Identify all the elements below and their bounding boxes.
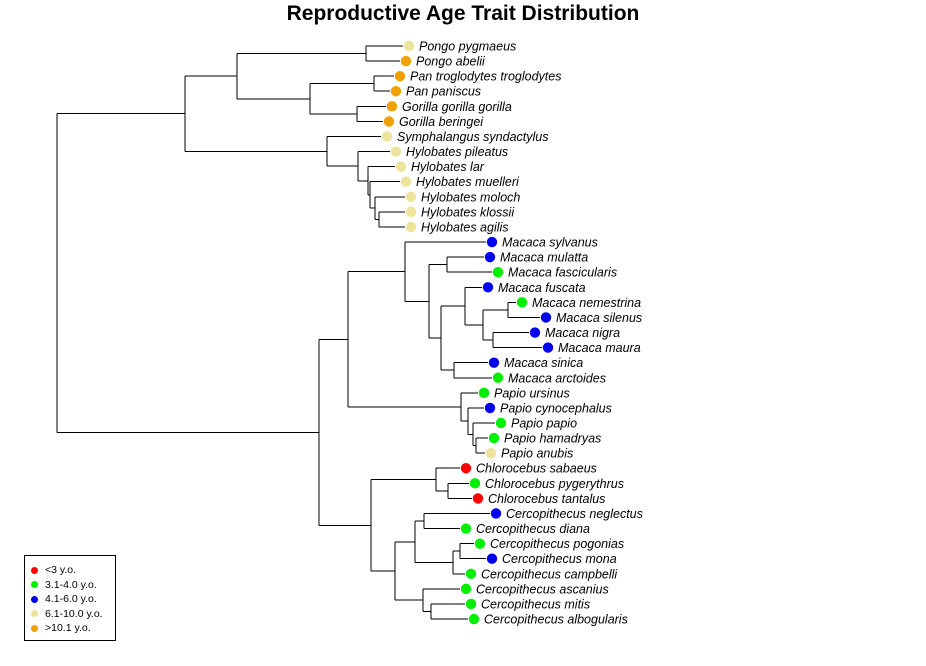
species-label: Macaca silenus (556, 311, 642, 325)
species-label: Macaca nemestrina (532, 296, 641, 310)
species-label: Cercopithecus mona (502, 552, 617, 566)
species-label: Chlorocebus pygerythrus (485, 477, 624, 491)
species-label: Pan paniscus (406, 85, 481, 99)
tip-marker (474, 538, 486, 549)
species-label: Chlorocebus sabaeus (476, 462, 597, 476)
tip-marker (468, 613, 480, 625)
tip-marker (465, 598, 477, 610)
species-label: Papio anubis (501, 447, 573, 461)
legend-dot-icon (31, 595, 38, 603)
tip-marker (405, 206, 417, 218)
legend-dot-icon (31, 581, 38, 589)
tip-marker (400, 176, 412, 187)
tip-marker (405, 221, 417, 233)
species-label: Macaca sinica (504, 356, 583, 370)
species-label: Hylobates klossii (421, 205, 515, 219)
tip-marker (482, 282, 494, 293)
species-label: Hylobates agilis (421, 220, 509, 234)
tip-marker (400, 55, 412, 67)
legend-item: 4.1-6.0 y.o. (31, 592, 97, 606)
tip-marker (490, 508, 502, 519)
legend-label: >10.1 y.o. (45, 622, 91, 635)
species-label: Cercopithecus albogularis (484, 613, 628, 627)
tip-marker (383, 116, 395, 127)
species-label: Pongo pygmaeus (419, 40, 516, 54)
species-label: Cercopithecus pogonias (490, 537, 624, 551)
tip-marker (460, 523, 472, 534)
tip-marker (488, 357, 500, 368)
tip-marker (386, 101, 398, 112)
tip-marker (478, 387, 490, 399)
tip-marker (472, 493, 484, 504)
species-label: Cercopithecus campbelli (481, 567, 618, 581)
tip-marker (540, 312, 552, 323)
tip-marker (495, 417, 507, 429)
species-label: Papio ursinus (494, 386, 570, 400)
tip-marker (395, 161, 407, 172)
tip-marker (492, 372, 504, 383)
species-label: Cercopithecus ascanius (476, 582, 609, 596)
tip-marker (492, 267, 504, 278)
legend: <3 y.o. 3.1-4.0 y.o. 4.1-6.0 y.o. 6.1-10.0 … (24, 555, 116, 641)
tip-marker (484, 402, 496, 414)
tip-marker (469, 478, 481, 489)
tip-marker (394, 70, 406, 82)
species-label: Cercopithecus neglectus (506, 507, 643, 521)
legend-dot-icon (31, 624, 38, 632)
tip-marker (485, 447, 497, 459)
legend-dot-icon (31, 610, 38, 618)
species-label: Macaca sylvanus (502, 236, 598, 250)
species-label: Hylobates lar (411, 160, 485, 174)
tip-marker (460, 583, 472, 595)
tip-marker (516, 297, 528, 308)
species-label: Chlorocebus tantalus (488, 492, 605, 506)
tip-marker (405, 191, 417, 202)
tip-marker (542, 342, 554, 353)
species-label: Macaca arctoides (508, 371, 606, 385)
species-label: Symphalangus syndactylus (397, 130, 548, 144)
tip-marker (484, 251, 496, 263)
tip-marker (460, 463, 472, 474)
tip-marker (403, 40, 415, 52)
tip-marker (390, 86, 402, 97)
species-label: Papio papio (511, 417, 577, 431)
legend-item: 3.1-4.0 y.o. (31, 578, 97, 592)
tip-marker (486, 553, 498, 564)
tip-marker (381, 131, 393, 142)
chart-title: Reproductive Age Trait Distribution (286, 2, 640, 25)
legend-label: <3 y.o. (45, 564, 77, 576)
species-label: Hylobates pileatus (406, 145, 508, 159)
legend-item: >10.1 y.o. (31, 621, 91, 635)
tree-branches (56, 45, 542, 620)
species-label: Papio hamadryas (504, 432, 601, 446)
legend-item: 6.1-10.0 y.o. (31, 607, 103, 621)
species-label: Macaca maura (558, 341, 641, 355)
tip-marker (488, 432, 500, 444)
legend-label: 4.1-6.0 y.o. (45, 593, 97, 606)
legend-item: <3 y.o. (31, 563, 76, 577)
legend-dot-icon (31, 566, 38, 574)
species-label: Cercopithecus mitis (481, 597, 590, 611)
tip-marker (529, 327, 541, 338)
species-label: Hylobates muelleri (416, 175, 520, 189)
species-label: Macaca nigra (545, 326, 620, 340)
species-label: Macaca fascicularis (508, 266, 617, 280)
species-label: Hylobates moloch (421, 190, 520, 204)
species-label: Pongo abelii (416, 55, 486, 69)
species-label: Macaca mulatta (500, 251, 588, 265)
species-label: Cercopithecus diana (476, 522, 590, 536)
species-label: Pan troglodytes troglodytes (410, 70, 561, 84)
tip-marker (465, 568, 477, 579)
species-label: Gorilla beringei (399, 115, 484, 129)
legend-label: 6.1-10.0 y.o. (45, 607, 103, 620)
tip-marker (486, 236, 498, 248)
legend-label: 3.1-4.0 y.o. (45, 578, 97, 591)
species-label: Macaca fuscata (498, 281, 586, 295)
tip-marker (390, 146, 402, 157)
species-label: Gorilla gorilla gorilla (402, 100, 512, 114)
species-label: Papio cynocephalus (500, 401, 612, 415)
